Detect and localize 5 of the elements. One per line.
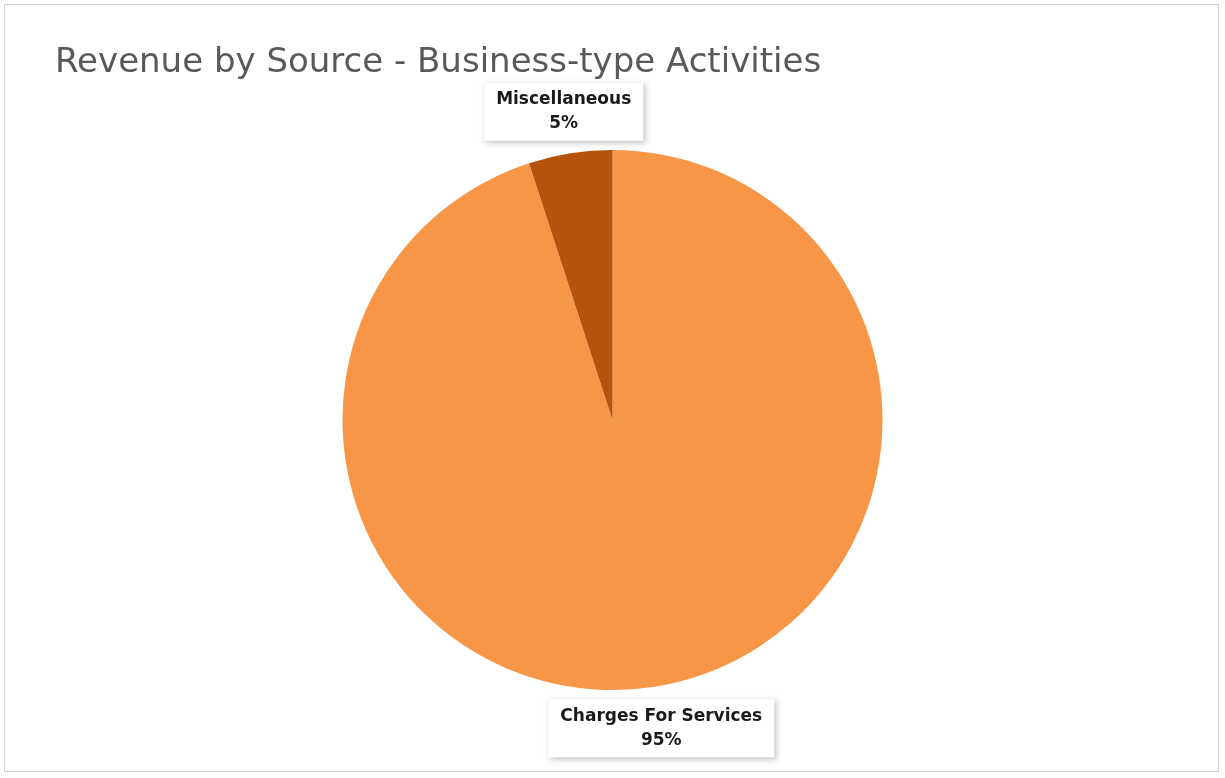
data-label: 95% xyxy=(640,728,682,749)
slice-label: Charges For Services xyxy=(560,704,763,725)
chart-title: Revenue by Source - Business-type Activities xyxy=(55,40,822,80)
data-label: 5% xyxy=(549,112,579,133)
slice-label: Miscellaneous xyxy=(496,88,632,109)
